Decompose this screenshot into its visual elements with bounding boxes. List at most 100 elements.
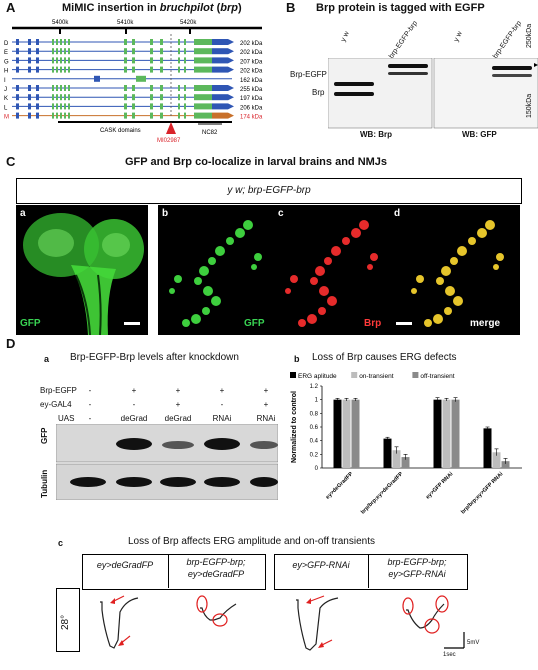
blot-gfp — [433, 58, 538, 129]
brain-gfp-drawing — [23, 213, 144, 335]
nmj-gfp-image — [158, 205, 276, 335]
exon-block — [36, 103, 39, 110]
exon-block — [178, 48, 180, 55]
x-tick-label: brp/brp;ey>deGradFP — [360, 471, 405, 516]
exon-block — [56, 57, 58, 64]
exon-block — [184, 94, 186, 101]
exon-block — [194, 85, 212, 91]
exon-block — [160, 57, 163, 64]
exon-block — [160, 39, 163, 45]
isoform-id: L — [4, 105, 8, 111]
exon-block — [178, 39, 180, 45]
exon-block — [160, 66, 163, 73]
exon-block — [60, 48, 62, 55]
isoform-rows: D 202 kDa E 202 kDa G 207 kDa H 202 kDa I 162 kDa… — [4, 39, 263, 121]
subpanel-b-letter: b — [162, 208, 169, 219]
bar — [492, 452, 501, 468]
exon-block — [60, 103, 62, 110]
mimic-triangle-icon — [166, 122, 176, 134]
subpanel-a-label: GFP — [20, 318, 41, 329]
legend-label: off-transient — [420, 373, 454, 380]
marker-250-text: 250kDa — [526, 23, 533, 48]
exon-block — [60, 112, 62, 119]
cask-label: CASK domains — [100, 128, 141, 134]
row-label-uas: UAS — [58, 414, 75, 423]
exon-block — [178, 85, 180, 91]
exon-block — [28, 94, 31, 101]
transcript-end-arrow-icon — [228, 103, 234, 110]
panel-b-letter: B — [286, 0, 296, 15]
transcript-end-arrow-icon — [228, 85, 234, 91]
genotype-cell: RNAi — [256, 414, 276, 423]
isoform-kda: 206 kDa — [240, 105, 263, 111]
exon-block — [68, 48, 70, 55]
marker-250: 250kDa — [526, 24, 533, 48]
lane-label-2: brp-EGFP-brp — [388, 19, 419, 61]
genotype-cell: + — [131, 386, 137, 395]
exon-block — [194, 39, 212, 45]
y-tick-label: 0.2 — [310, 452, 319, 458]
isoform-kda: 197 kDa — [240, 96, 263, 102]
exon-block — [60, 57, 62, 64]
band-yw-brp-1 — [334, 82, 374, 86]
exon-block — [124, 112, 127, 119]
exon-block — [28, 48, 31, 55]
band-gfp-2 — [492, 74, 532, 77]
exon-block — [184, 112, 186, 119]
exon-block — [56, 94, 58, 101]
exon-block — [60, 94, 62, 101]
exon-block — [52, 57, 54, 64]
x-tick-label: ey>deGradFP — [325, 471, 355, 501]
exon-block — [212, 48, 228, 55]
bar — [442, 399, 451, 468]
genotype-cell: - — [220, 400, 224, 409]
exon-block — [132, 112, 135, 119]
x-tick-label: ey>GFP RNAi — [425, 471, 455, 501]
isoform-kda: 202 kDa — [240, 41, 263, 47]
panel-a-title-paren: ( — [213, 2, 221, 14]
exon-block — [124, 103, 127, 110]
subpanel-c-label: Brp — [364, 318, 382, 329]
exon-block — [16, 112, 19, 119]
exon-block — [28, 39, 31, 45]
transcript-end-arrow-icon — [228, 66, 234, 73]
circle-2a-icon — [196, 595, 208, 613]
panel-a-title-gene: bruchpilot — [159, 2, 214, 14]
exon-block — [124, 57, 127, 64]
genotype-cell: - — [88, 386, 92, 395]
genotype-cell: + — [219, 386, 225, 395]
isoform-kda: 255 kDa — [240, 87, 263, 93]
band-egfp-2 — [388, 72, 428, 75]
legend-label: ERG aplitude — [298, 373, 337, 380]
erg-header-2: brp-EGFP-brp; ey>deGradFP — [168, 556, 264, 580]
exon-block — [28, 66, 31, 73]
x-tick-label: brp/brp;ey>GFP RNAi — [460, 471, 505, 516]
genotype-cell: RNAi — [212, 414, 232, 423]
erg-header-3: ey>GFP-RNAi — [274, 560, 368, 570]
genotype-cell: deGrad — [120, 414, 148, 423]
bar — [433, 399, 442, 468]
exon-block — [60, 39, 62, 45]
blot-label-tubulin-text: Tubulin — [40, 469, 49, 498]
band-gfp-lane5 — [250, 441, 278, 449]
isoform-id: I — [4, 78, 6, 84]
exon-block — [132, 94, 135, 101]
panel-d-letter: D — [6, 336, 16, 351]
exon-block — [124, 48, 127, 55]
panel-db-title: Loss of Brp causes ERG defects — [312, 352, 457, 363]
transcript-end-arrow-icon — [228, 48, 234, 55]
coord-label-3: 5420k — [180, 20, 197, 26]
lane-label-4: brp-EGFP-brp — [492, 19, 523, 61]
exon-block — [212, 57, 228, 64]
bar — [383, 438, 392, 468]
lane-label-1: y w — [340, 30, 351, 43]
exon-block — [16, 103, 19, 110]
exon-block — [16, 85, 19, 91]
panel-c-letter: C — [6, 154, 16, 169]
legend-swatch — [351, 372, 358, 378]
exon-block — [184, 66, 186, 73]
marker-arrow-icon — [534, 63, 538, 67]
exon-block — [132, 39, 135, 45]
isoform-id: D — [4, 41, 9, 47]
exon-block — [194, 48, 212, 55]
